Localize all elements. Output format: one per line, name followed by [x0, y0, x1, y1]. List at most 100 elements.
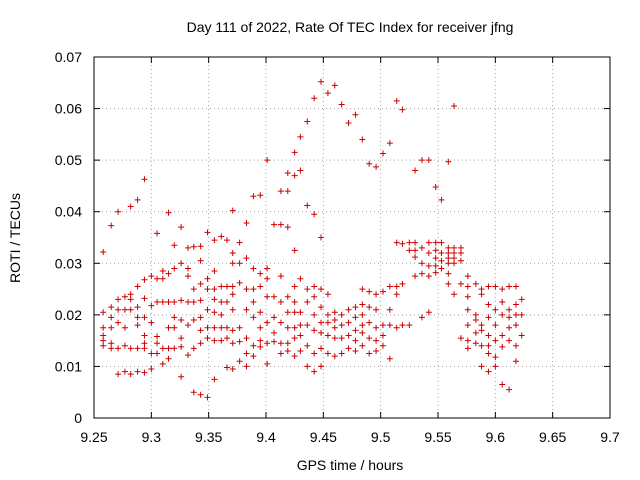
data-point: [479, 291, 485, 297]
data-point: [141, 295, 147, 301]
data-point: [148, 273, 154, 279]
data-point: [406, 247, 412, 253]
data-point: [513, 343, 519, 349]
data-point: [237, 339, 243, 345]
data-point: [325, 351, 331, 357]
data-point: [479, 343, 485, 349]
data-point: [492, 307, 498, 313]
data-point: [292, 335, 298, 341]
data-point: [178, 260, 184, 266]
data-point: [311, 283, 317, 289]
data-point: [332, 325, 338, 331]
data-point: [485, 302, 491, 308]
data-point: [230, 283, 236, 289]
data-point: [205, 325, 211, 331]
data-point: [244, 363, 250, 369]
data-point: [166, 325, 172, 331]
data-point: [366, 304, 372, 310]
data-point: [250, 265, 256, 271]
data-point: [318, 79, 324, 85]
data-point: [346, 307, 352, 313]
data-point: [135, 369, 141, 375]
data-point: [237, 280, 243, 286]
data-point: [445, 260, 451, 266]
data-point: [419, 260, 425, 266]
data-point: [278, 340, 284, 346]
data-point: [499, 286, 505, 292]
data-point: [485, 351, 491, 357]
data-point: [128, 296, 134, 302]
data-point: [218, 325, 224, 331]
x-axis-label: GPS time / hours: [297, 457, 404, 473]
data-point: [426, 273, 432, 279]
data-point: [211, 309, 217, 315]
data-point: [128, 345, 134, 351]
data-point: [492, 283, 498, 289]
data-point: [438, 265, 444, 271]
data-point: [451, 260, 457, 266]
data-point: [271, 222, 277, 228]
data-point: [346, 345, 352, 351]
data-point: [499, 299, 505, 305]
y-tick-label: 0.03: [55, 255, 82, 271]
data-point: [100, 338, 106, 344]
data-point: [244, 220, 250, 226]
data-point: [285, 188, 291, 194]
data-point: [205, 307, 211, 313]
data-point: [166, 271, 172, 277]
data-point: [171, 314, 177, 320]
data-point: [166, 210, 172, 216]
data-point: [108, 345, 114, 351]
data-point: [128, 371, 134, 377]
data-point: [292, 149, 298, 155]
data-point: [205, 335, 211, 341]
data-point: [387, 307, 393, 313]
data-point: [513, 283, 519, 289]
data-point: [304, 322, 310, 328]
data-point: [318, 286, 324, 292]
data-point: [359, 322, 365, 328]
data-point: [297, 322, 303, 328]
data-point: [352, 304, 358, 310]
data-point: [211, 286, 217, 292]
data-point: [346, 320, 352, 326]
data-point: [160, 345, 166, 351]
data-point: [230, 260, 236, 266]
data-point: [506, 283, 512, 289]
data-point: [224, 335, 230, 341]
grid: [94, 57, 610, 418]
data-point: [506, 325, 512, 331]
data-point: [244, 335, 250, 341]
data-point: [359, 330, 365, 336]
data-point: [135, 345, 141, 351]
data-point: [211, 268, 217, 274]
x-tick-label: 9.65: [539, 429, 566, 445]
data-point: [346, 332, 352, 338]
data-point: [399, 322, 405, 328]
data-point: [332, 335, 338, 341]
data-point: [359, 312, 365, 318]
data-point: [250, 353, 256, 359]
data-point: [185, 352, 191, 358]
data-point: [185, 265, 191, 271]
data-point: [154, 351, 160, 357]
data-point: [438, 197, 444, 203]
data-point: [465, 338, 471, 344]
data-point: [148, 303, 154, 309]
data-point: [311, 312, 317, 318]
y-tick-label: 0.05: [55, 152, 82, 168]
data-point: [297, 167, 303, 173]
data-point: [339, 312, 345, 318]
data-point: [224, 283, 230, 289]
data-point: [433, 263, 439, 269]
data-point: [211, 325, 217, 331]
data-point: [230, 327, 236, 333]
data-point: [492, 354, 498, 360]
data-point: [115, 296, 121, 302]
data-point: [250, 343, 256, 349]
data-point: [479, 363, 485, 369]
data-point: [285, 294, 291, 300]
data-point: [205, 276, 211, 282]
data-point: [366, 335, 372, 341]
data-point: [339, 335, 345, 341]
